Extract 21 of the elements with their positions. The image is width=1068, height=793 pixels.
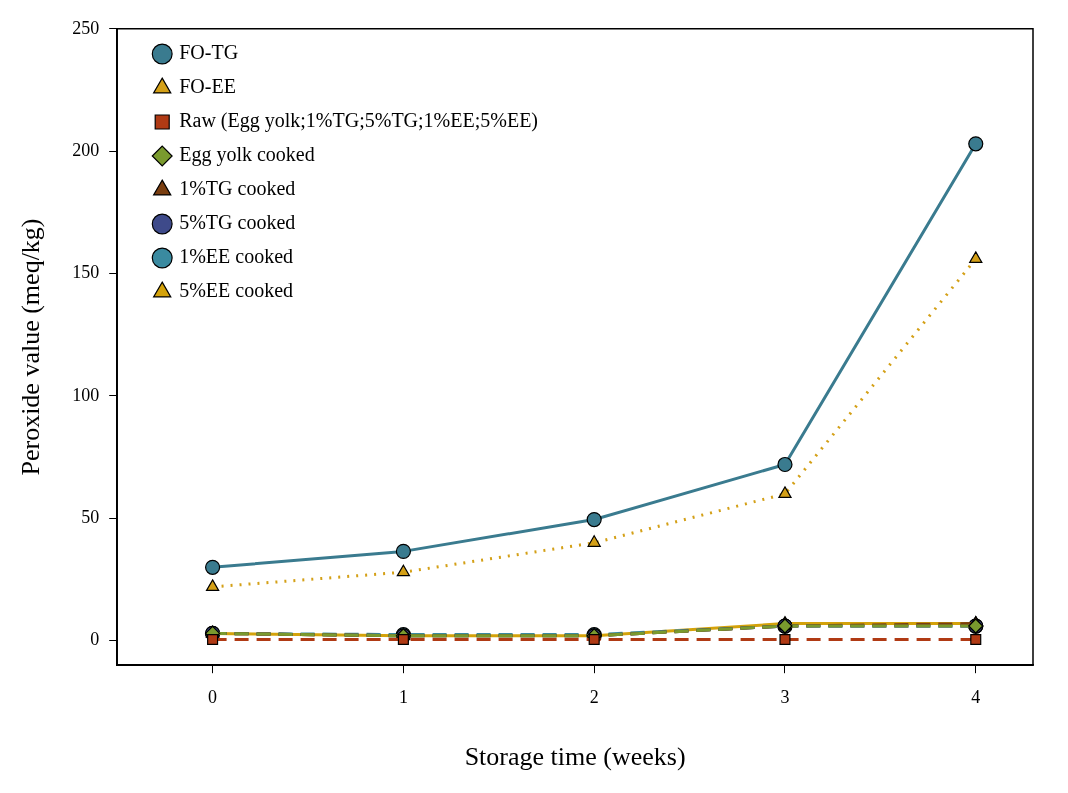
legend-label: FO-EE	[179, 75, 236, 98]
y-tick-label: 200	[72, 139, 100, 160]
y-tick-label: 0	[90, 629, 100, 650]
legend-label: 5%EE cooked	[179, 279, 294, 302]
y-axis-title: Peroxide value (meq/kg)	[16, 218, 46, 476]
legend-label: 1%TG cooked	[179, 177, 296, 200]
legend-label: FO-TG	[179, 41, 239, 64]
y-tick-label: 250	[72, 17, 100, 38]
y-tick-label: 150	[72, 262, 100, 283]
legend-label: Egg yolk cooked	[179, 143, 315, 167]
y-tick-label: 100	[72, 384, 100, 405]
legend-label: 1%EE cooked	[179, 245, 294, 268]
x-tick-label: 3	[780, 686, 790, 707]
legend-label: Raw (Egg yolk;1%TG;5%TG;1%EE;5%EE)	[179, 109, 539, 133]
legend-label: 5%TG cooked	[179, 211, 296, 234]
x-tick-label: 4	[971, 686, 981, 707]
x-tick-label: 0	[208, 686, 218, 707]
x-tick-label: 2	[589, 686, 599, 707]
y-tick-label: 50	[81, 507, 100, 528]
x-axis-title: Storage time (weeks)	[464, 742, 686, 772]
x-tick-label: 1	[398, 686, 408, 707]
